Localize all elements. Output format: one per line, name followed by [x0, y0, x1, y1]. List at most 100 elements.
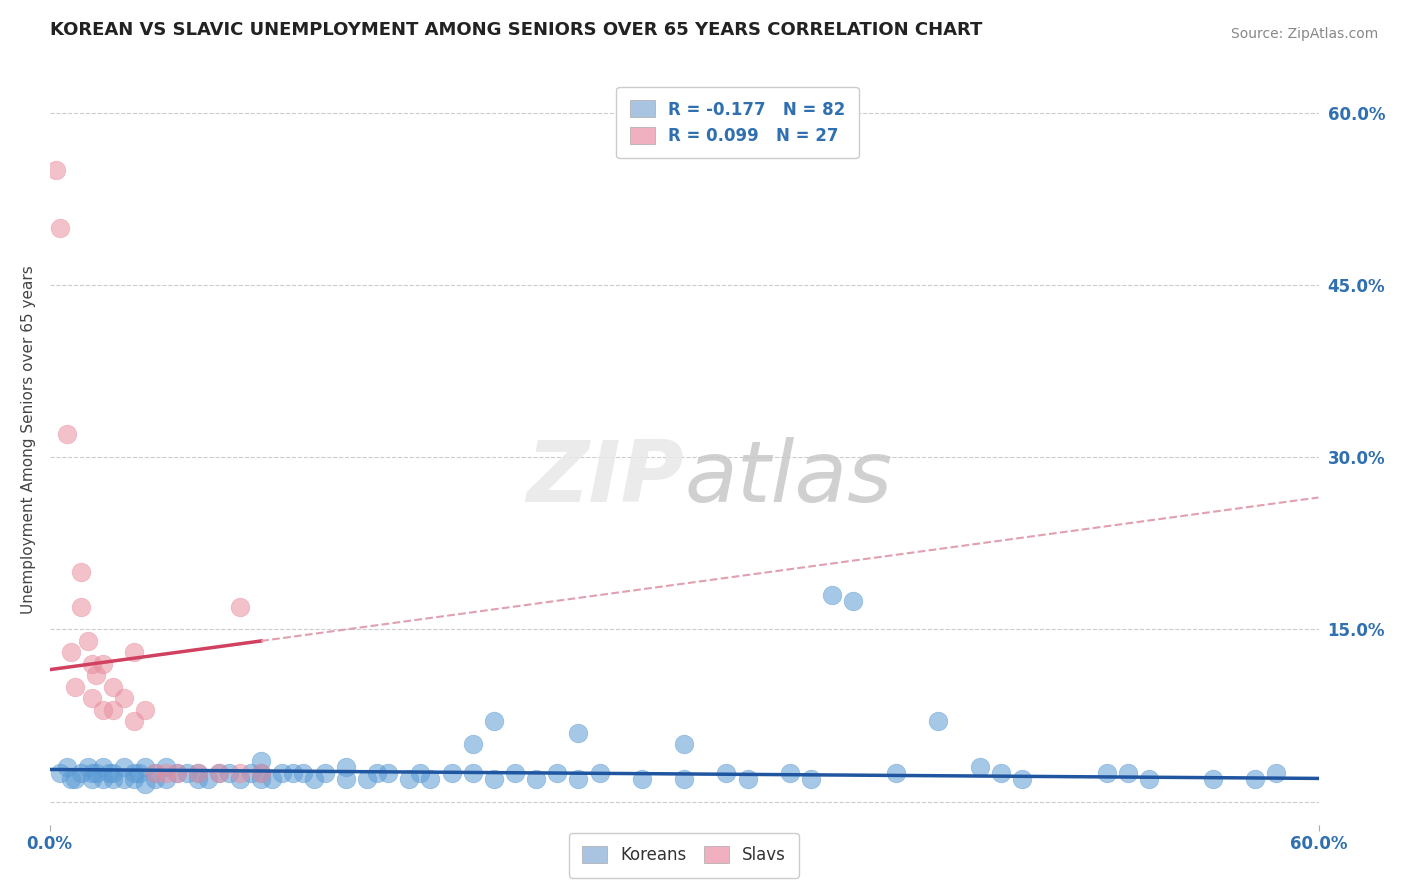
Point [208, 765, 231, 780]
Point [49, 765, 72, 780]
Point [218, 765, 240, 780]
Point [101, 772, 124, 786]
Y-axis label: Unemployment Among Seniors over 65 years: Unemployment Among Seniors over 65 years [21, 266, 35, 615]
Point [145, 772, 167, 786]
Point [128, 765, 150, 780]
Point [716, 765, 738, 780]
Point [990, 765, 1012, 780]
Point [271, 765, 294, 780]
Point [155, 765, 177, 780]
Point [260, 772, 283, 786]
Point [166, 765, 188, 780]
Point [101, 703, 124, 717]
Point [70, 765, 93, 780]
Point [482, 772, 505, 786]
Point [398, 772, 420, 786]
Point [409, 765, 432, 780]
Point [49, 220, 72, 235]
Point [356, 772, 378, 786]
Text: ZIP: ZIP [526, 437, 685, 520]
Text: Source: ZipAtlas.com: Source: ZipAtlas.com [1230, 27, 1378, 41]
Point [546, 765, 568, 780]
Point [335, 772, 357, 786]
Point [884, 765, 907, 780]
Point [250, 772, 273, 786]
Point [91, 772, 114, 786]
Point [800, 772, 823, 786]
Legend: Koreans, Slavs: Koreans, Slavs [569, 833, 799, 878]
Point [112, 691, 135, 706]
Point [482, 714, 505, 729]
Point [101, 680, 124, 694]
Point [80, 691, 103, 706]
Point [1116, 765, 1139, 780]
Point [503, 765, 526, 780]
Point [80, 772, 103, 786]
Text: atlas: atlas [685, 437, 893, 520]
Point [229, 772, 252, 786]
Point [84, 765, 107, 780]
Point [314, 765, 336, 780]
Point [124, 645, 146, 659]
Point [1011, 772, 1033, 786]
Point [842, 594, 865, 608]
Point [1137, 772, 1160, 786]
Point [461, 737, 484, 751]
Point [567, 772, 589, 786]
Point [55, 760, 77, 774]
Point [84, 668, 107, 682]
Point [673, 737, 696, 751]
Point [197, 772, 219, 786]
Point [250, 765, 273, 780]
Point [70, 565, 93, 579]
Point [112, 760, 135, 774]
Point [134, 703, 156, 717]
Point [229, 599, 252, 614]
Point [969, 760, 991, 774]
Text: KOREAN VS SLAVIC UNEMPLOYMENT AMONG SENIORS OVER 65 YEARS CORRELATION CHART: KOREAN VS SLAVIC UNEMPLOYMENT AMONG SENI… [49, 21, 983, 39]
Point [124, 714, 146, 729]
Point [779, 765, 801, 780]
Point [166, 765, 188, 780]
Point [97, 765, 120, 780]
Point [76, 760, 98, 774]
Point [250, 765, 273, 780]
Point [91, 657, 114, 671]
Point [91, 760, 114, 774]
Point [673, 772, 696, 786]
Point [440, 765, 463, 780]
Point [134, 760, 156, 774]
Point [76, 634, 98, 648]
Point [59, 772, 82, 786]
Point [292, 765, 315, 780]
Point [588, 765, 610, 780]
Point [377, 765, 399, 780]
Point [302, 772, 325, 786]
Point [124, 765, 146, 780]
Point [63, 772, 86, 786]
Point [101, 765, 124, 780]
Point [927, 714, 949, 729]
Point [1265, 765, 1288, 780]
Point [1244, 772, 1267, 786]
Point [366, 765, 388, 780]
Point [55, 427, 77, 442]
Point [63, 680, 86, 694]
Point [45, 163, 67, 178]
Point [155, 760, 177, 774]
Point [250, 755, 273, 769]
Point [155, 772, 177, 786]
Point [524, 772, 547, 786]
Point [70, 599, 93, 614]
Point [1202, 772, 1225, 786]
Point [335, 760, 357, 774]
Point [80, 765, 103, 780]
Point [124, 772, 146, 786]
Point [59, 645, 82, 659]
Point [134, 777, 156, 791]
Point [737, 772, 759, 786]
Point [187, 765, 209, 780]
Point [821, 588, 844, 602]
Point [187, 765, 209, 780]
Point [281, 765, 304, 780]
